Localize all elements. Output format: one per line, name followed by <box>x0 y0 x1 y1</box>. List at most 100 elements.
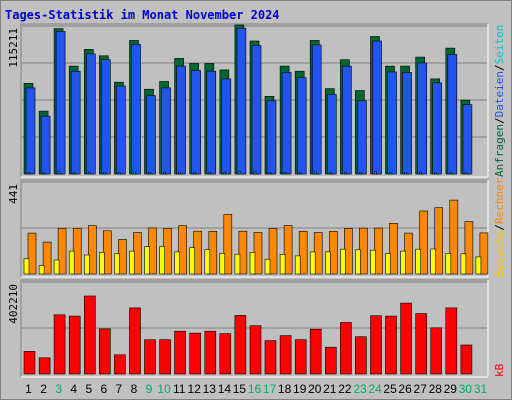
traffic-panel-bar-seiten <box>434 172 438 175</box>
visits-panel-bar-rechner <box>445 253 452 275</box>
day-label: 12 <box>188 382 202 396</box>
day-label: 9 <box>146 382 153 396</box>
day-label: 14 <box>218 382 232 396</box>
traffic-panel-bar-seiten <box>193 172 196 175</box>
day-label: 3 <box>55 382 62 396</box>
visits-panel-bar-besuche <box>268 228 278 275</box>
kb-panel-bar-kb <box>460 344 473 375</box>
visits-panel-bar-besuche <box>57 228 67 275</box>
visits-panel-bar-rechner <box>370 249 376 275</box>
visits-panel-bar-rechner <box>129 250 135 275</box>
traffic-panel-bar-seiten <box>328 172 332 175</box>
visits-panel-bar-rechner <box>234 253 241 275</box>
visits-panel-bar-besuche <box>283 225 293 275</box>
traffic-panel-legend: Anfragen/Dateien/Seiten <box>493 25 506 177</box>
traffic-panel-bar-dateien <box>372 40 382 175</box>
traffic-panel-bar-seiten <box>88 171 91 175</box>
day-label: 11 <box>173 382 186 396</box>
visits-panel-bar-rechner <box>174 251 180 275</box>
traffic-panel-bar-seiten <box>148 172 151 175</box>
kb-panel-legend: kB <box>493 363 506 377</box>
kb-panel-bar-kb <box>204 330 217 375</box>
kb-panel-bar-kb <box>234 315 247 375</box>
kb-panel-bar-kb <box>264 340 277 375</box>
visits-panel-bar-rechner <box>430 248 437 275</box>
kb-panel-bar-kb <box>445 307 458 375</box>
visits-panel-bar-rechner <box>38 265 45 275</box>
kb-panel-bar-kb <box>340 322 352 375</box>
kb-panel-bar-kb <box>23 351 36 375</box>
visits-panel-bar-besuche <box>88 225 97 275</box>
traffic-panel-bar-dateien <box>101 59 111 175</box>
day-label: 20 <box>308 382 322 396</box>
traffic-panel-bar-dateien <box>417 62 428 175</box>
traffic-panel-bar-dateien <box>70 70 81 175</box>
traffic-panel-bar-seiten <box>133 171 136 175</box>
visits-panel-bar-rechner <box>355 249 361 275</box>
visits-panel-bar-rechner <box>114 253 120 275</box>
day-label: 25 <box>383 382 397 396</box>
day-label: 26 <box>398 382 412 396</box>
kb-panel-bar-kb <box>294 339 307 375</box>
traffic-panel-bar-seiten <box>404 172 407 175</box>
kb-panel-bar-kb <box>38 357 51 375</box>
traffic-panel-bar-dateien <box>326 94 337 175</box>
traffic-panel-bar-dateien <box>266 100 277 175</box>
traffic-panel-max-label: 115211 <box>7 28 20 68</box>
legend-part: Besuche <box>493 231 506 277</box>
day-label: 10 <box>157 382 171 396</box>
kb-panel-bar-kb <box>415 313 428 375</box>
visits-panel-bar-besuche <box>434 207 444 275</box>
visits-panel-bar-rechner <box>204 249 211 275</box>
traffic-panel-bar-seiten <box>313 171 317 175</box>
traffic-panel-bar-seiten <box>419 171 423 175</box>
day-label: 27 <box>414 382 428 396</box>
visits-panel-bar-besuche <box>27 232 37 275</box>
day-label: 28 <box>429 382 443 396</box>
visits-panel-bar-rechner <box>385 253 391 275</box>
traffic-panel-bar-dateien <box>161 87 171 175</box>
visits-panel-bar-besuche <box>419 210 429 275</box>
visits-panel-bar-besuche <box>479 232 489 275</box>
visits-panel-bar-besuche <box>238 230 248 275</box>
traffic-panel-bar-seiten <box>178 171 181 175</box>
traffic-panel-bar-dateien <box>402 72 412 175</box>
traffic-panel-bar-seiten <box>449 171 453 175</box>
legend-part: kB <box>493 363 506 377</box>
kb-panel-bar-kb <box>159 339 171 375</box>
kb-panel-bar-kb <box>355 336 367 375</box>
traffic-panel-bar-dateien <box>387 71 397 175</box>
kb-panel-bar-kb <box>430 327 443 375</box>
kb-panel-max-label: 402210 <box>7 284 20 324</box>
traffic-panel-bar-dateien <box>146 95 156 175</box>
traffic-panel-bar-seiten <box>298 172 302 175</box>
traffic-panel-bar-dateien <box>462 104 473 175</box>
legend-part: / <box>493 224 506 231</box>
traffic-panel-bar-seiten <box>238 171 242 175</box>
kb-panel-bar-kb <box>309 328 322 375</box>
traffic-panel-bar-seiten <box>464 172 468 175</box>
visits-panel-bar-rechner <box>99 252 105 275</box>
traffic-panel-bar-seiten <box>223 172 227 175</box>
traffic-panel-bar-seiten <box>163 172 166 175</box>
traffic-panel-bar-seiten <box>118 172 121 175</box>
kb-panel-bar-kb <box>68 315 81 375</box>
kb-panel-bar-kb <box>249 325 262 375</box>
traffic-panel-bar-seiten <box>57 171 61 175</box>
visits-panel-bar-rechner <box>189 247 195 275</box>
day-label: 23 <box>353 382 367 396</box>
day-label: 31 <box>474 382 488 396</box>
kb-panel-bar-kb <box>189 332 201 375</box>
traffic-panel-bar-dateien <box>251 45 262 175</box>
traffic-panel-bar-seiten <box>374 171 377 175</box>
visits-panel-bar-besuche <box>178 225 187 275</box>
traffic-panel-bar-dateien <box>447 54 458 175</box>
traffic-panel-bar-seiten <box>253 171 257 175</box>
visits-panel-bar-rechner <box>23 258 30 275</box>
kb-panel-bar-kb <box>84 295 96 375</box>
kb-panel-bar-kb <box>400 302 412 375</box>
visits-panel-bar-rechner <box>159 246 165 275</box>
traffic-panel-bar-dateien <box>221 78 232 175</box>
kb-panel-bar-kb <box>114 354 126 375</box>
traffic-panel-bar-seiten <box>389 172 392 175</box>
